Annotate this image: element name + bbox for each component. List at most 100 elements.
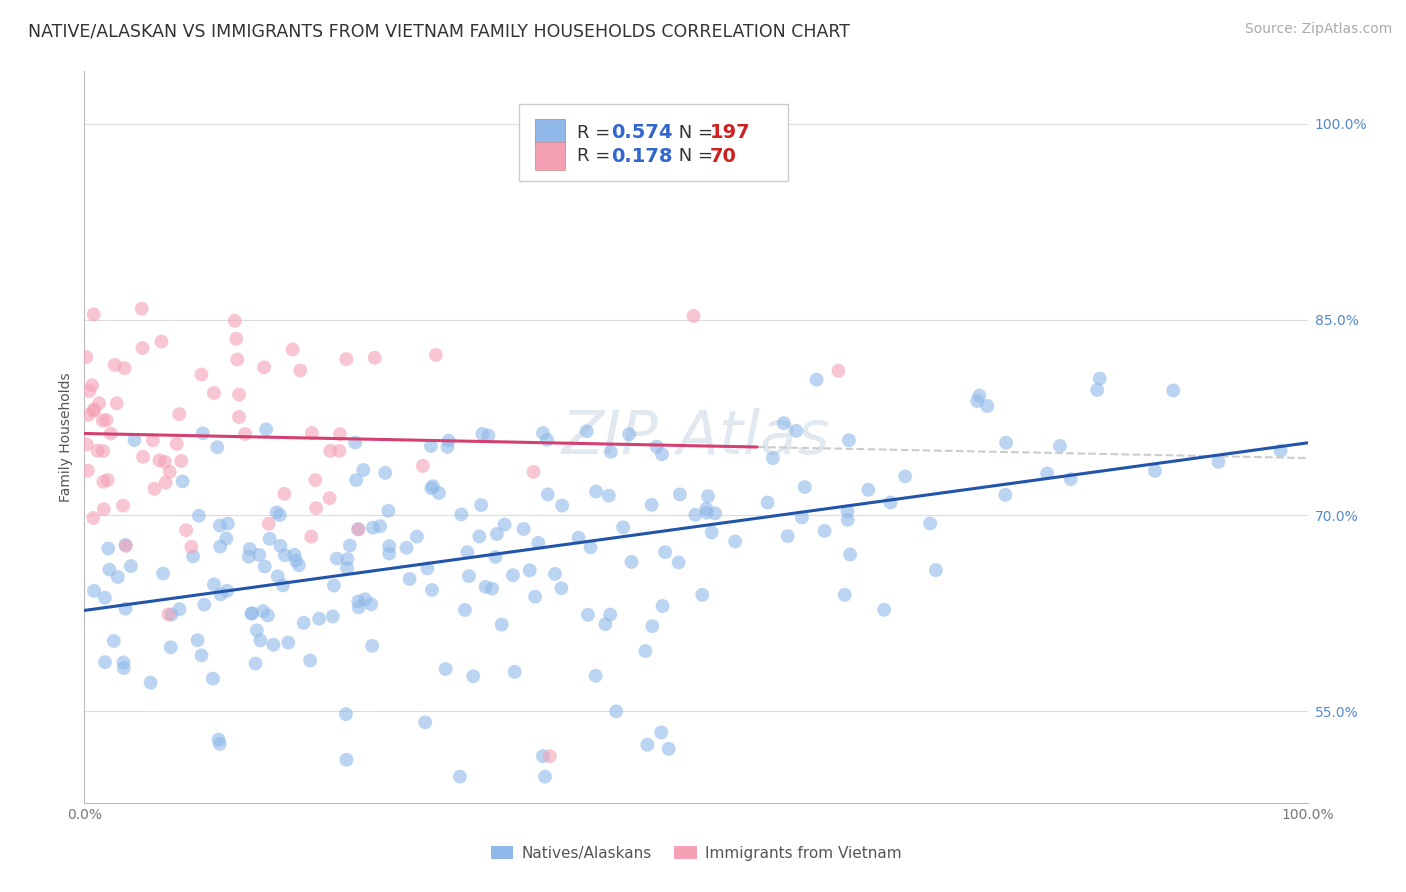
Point [233, 427, 256, 442]
Point [153, 455, 176, 469]
Point [253, 559, 276, 574]
Point [187, 508, 209, 523]
Point [190, 368, 212, 382]
Point [436, 440, 458, 454]
Point [83, 402, 105, 417]
Point [1270, 443, 1292, 458]
Point [77, 408, 100, 422]
Point [277, 635, 299, 649]
Point [225, 332, 247, 346]
Point [651, 447, 673, 461]
Point [143, 482, 166, 496]
Y-axis label: Family Households: Family Households [59, 372, 73, 502]
Point [458, 569, 481, 583]
Point [148, 453, 170, 467]
Point [262, 638, 284, 652]
Point [416, 561, 439, 575]
Point [450, 508, 472, 522]
Point [98, 563, 121, 577]
Point [269, 508, 291, 522]
Point [273, 487, 295, 501]
Point [352, 463, 374, 477]
Point [112, 661, 135, 675]
Point [374, 466, 396, 480]
Point [335, 753, 357, 767]
Point [363, 351, 385, 365]
Point [323, 578, 346, 592]
Point [284, 553, 307, 567]
Point [839, 548, 862, 562]
Point [304, 473, 326, 487]
Point [107, 570, 129, 584]
Point [97, 473, 120, 487]
Point [645, 440, 668, 454]
Point [86, 443, 108, 458]
Point [837, 504, 859, 518]
Text: 0.574: 0.574 [612, 123, 673, 143]
Point [247, 548, 270, 562]
Point [696, 506, 718, 520]
Point [139, 675, 162, 690]
Point [83, 583, 105, 598]
Point [172, 475, 194, 489]
Point [120, 559, 142, 574]
Text: R =: R = [578, 124, 616, 142]
Point [354, 592, 377, 607]
Point [246, 624, 269, 638]
Legend: Natives/Alaskans, Immigrants from Vietnam: Natives/Alaskans, Immigrants from Vietna… [482, 838, 910, 868]
Point [756, 495, 779, 509]
Point [114, 538, 136, 552]
Point [806, 373, 828, 387]
Point [512, 522, 534, 536]
Point [575, 424, 598, 438]
Point [420, 582, 443, 597]
Point [1161, 384, 1184, 398]
Point [347, 522, 370, 536]
Point [76, 464, 98, 478]
Point [308, 612, 330, 626]
Point [485, 527, 508, 541]
Point [772, 416, 794, 430]
Point [668, 556, 690, 570]
Point [598, 489, 620, 503]
Point [103, 634, 125, 648]
Point [785, 424, 807, 438]
Point [368, 519, 391, 533]
Point [91, 444, 114, 458]
Point [1143, 464, 1166, 478]
Point [474, 580, 496, 594]
Point [224, 314, 246, 328]
Point [378, 547, 401, 561]
Point [267, 569, 290, 583]
Point [536, 433, 558, 447]
Point [463, 669, 485, 683]
Point [437, 434, 460, 448]
Point [160, 607, 183, 622]
Point [202, 577, 225, 591]
Point [329, 427, 352, 442]
Point [245, 657, 267, 671]
Point [215, 532, 238, 546]
Point [132, 450, 155, 464]
Point [207, 732, 229, 747]
Point [484, 549, 506, 564]
Point [269, 539, 291, 553]
Point [969, 389, 991, 403]
Point [413, 715, 436, 730]
Point [93, 502, 115, 516]
Point [322, 609, 344, 624]
Point [434, 662, 457, 676]
Point [75, 350, 97, 364]
Point [347, 600, 370, 615]
Point [82, 378, 104, 392]
Point [470, 498, 492, 512]
Point [1208, 455, 1230, 469]
Point [422, 479, 444, 493]
Point [519, 563, 541, 577]
Point [335, 352, 357, 367]
Point [468, 529, 491, 543]
Point [605, 704, 627, 718]
Text: R =: R = [578, 147, 616, 165]
Point [454, 603, 477, 617]
Point [834, 588, 856, 602]
